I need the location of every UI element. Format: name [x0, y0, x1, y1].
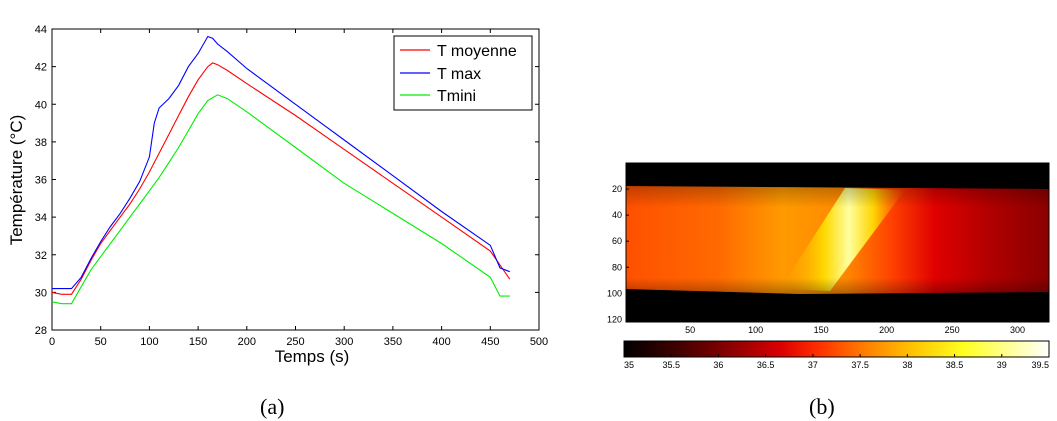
colorbar-tick-label: 38.5: [946, 360, 964, 370]
y-tick-label: 42: [35, 62, 47, 74]
colorbar-gradient: [623, 340, 1050, 358]
y-tick-label: 34: [35, 212, 47, 224]
legend-label-t-max: T max: [437, 66, 481, 83]
colorbar-tick-label: 39.5: [1031, 360, 1049, 370]
legend-label-t-moyenne: T moyenne: [437, 43, 517, 60]
x-tick-label: 250: [286, 336, 304, 348]
colorbar-tick-label: 36: [713, 360, 723, 370]
colorbar-tick-label: 35: [624, 360, 634, 370]
colorbar-tick-label: 37.5: [851, 360, 869, 370]
y-tick-label: 28: [35, 325, 47, 337]
heatmap-x-tick-label: 250: [945, 325, 960, 335]
legend-label-tmini: Tmini: [437, 88, 476, 105]
heatmap-x-ticks: 50 100 150 200 250 300: [685, 319, 1025, 335]
caption-b: (b): [809, 394, 835, 419]
y-tick-label: 30: [35, 287, 47, 299]
heatmap-x-tick-label: 100: [748, 325, 763, 335]
x-tick-label: 200: [238, 336, 256, 348]
y-tick-label: 44: [35, 24, 47, 36]
colorbar-tick-label: 39: [997, 360, 1007, 370]
x-tick-label: 300: [335, 336, 353, 348]
heatmap-y-tick-label: 60: [612, 236, 622, 246]
series-line-tmini: [52, 94, 510, 305]
x-axis-ticks: 0 50 100 150 200 250 300 350 400 450 500: [49, 29, 548, 348]
y-axis-label: Température (°C): [7, 115, 26, 246]
y-tick-label: 36: [35, 175, 47, 187]
heatmap-x-tick-label: 300: [1010, 325, 1025, 335]
x-tick-label: 400: [432, 336, 450, 348]
colorbar-tick-label: 37: [808, 360, 818, 370]
y-axis-ticks: 28 30 32 34 36 38 40 42 44: [35, 24, 539, 337]
band-shading: [626, 186, 1049, 294]
series-lines: [52, 35, 511, 305]
colorbar-ticks: 35 35.5 36 36.5 37 37.5 38 38.5 39 39.5: [623, 354, 1050, 370]
caption-a: (a): [260, 394, 285, 419]
legend: T moyenne T max Tmini: [393, 35, 533, 111]
series-line-t-max: [52, 35, 510, 290]
x-tick-label: 500: [530, 336, 548, 348]
heatmap-x-tick-label: 50: [685, 325, 695, 335]
colorbar-tick-label: 35.5: [662, 360, 680, 370]
heatmap-y-tick-label: 80: [612, 262, 622, 272]
heatmap-y-tick-label: 20: [612, 184, 622, 194]
heatmap-y-tick-label: 100: [607, 288, 622, 298]
y-tick-label: 32: [35, 250, 47, 262]
y-tick-label: 40: [35, 99, 47, 111]
heatmap-y-ticks: 20 40 60 80 100 120: [607, 184, 629, 324]
x-tick-label: 100: [140, 336, 158, 348]
heatmap-frame: [625, 162, 1050, 323]
colorbar-tick-label: 38: [902, 360, 912, 370]
temperature-line-chart: 0 50 100 150 200 250 300 350 400 450 500 28 30 32 34 3…: [7, 24, 548, 366]
colorbar-tick-label: 36.5: [757, 360, 775, 370]
x-tick-label: 350: [384, 336, 402, 348]
series-line-t-moyenne: [52, 62, 511, 295]
y-tick-label: 38: [35, 137, 47, 149]
heatmap-x-tick-label: 150: [814, 325, 829, 335]
x-axis-label: Temps (s): [275, 347, 350, 366]
x-tick-label: 450: [481, 336, 499, 348]
heatmap-y-tick-label: 40: [612, 210, 622, 220]
x-tick-label: 0: [49, 336, 55, 348]
colorbar: 35 35.5 36 36.5 37 37.5 38 38.5 39 39.5: [623, 340, 1050, 370]
x-tick-label: 50: [95, 336, 107, 348]
heatmap-y-tick-label: 120: [607, 314, 622, 324]
x-tick-label: 150: [189, 336, 207, 348]
heatmap-x-tick-label: 200: [879, 325, 894, 335]
